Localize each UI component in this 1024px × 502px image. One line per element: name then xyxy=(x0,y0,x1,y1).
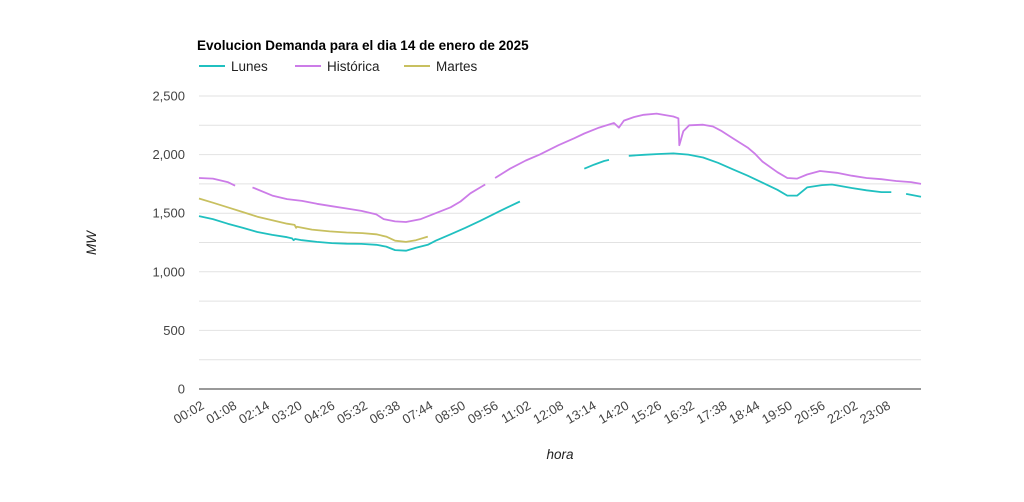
x-tick-label: 00:02 xyxy=(171,398,207,427)
x-tick-label: 23:08 xyxy=(857,398,893,427)
x-tick-label: 20:56 xyxy=(792,398,828,427)
x-tick-label: 12:08 xyxy=(530,398,566,427)
series-line-martes xyxy=(198,197,429,243)
grid-lines xyxy=(199,95,921,361)
y-axis-ticks: 0 500 1,000 1,500 2,000 2,500 xyxy=(152,89,185,397)
y-tick-label: 1,000 xyxy=(152,264,185,279)
chart-title: Evolucion Demanda para el dia 14 de ener… xyxy=(197,38,529,53)
x-tick-label: 16:32 xyxy=(661,398,697,427)
x-tick-label: 09:56 xyxy=(465,398,501,427)
x-tick-label: 22:02 xyxy=(824,398,860,427)
x-tick-label: 17:38 xyxy=(694,398,730,427)
x-tick-label: 03:20 xyxy=(269,398,305,427)
chart-legend: Lunes Histórica Martes xyxy=(199,59,478,74)
series-line-lunes xyxy=(583,159,610,170)
x-tick-label: 04:26 xyxy=(302,398,338,427)
series-line-hist-rica xyxy=(252,183,486,223)
series-line-lunes xyxy=(628,152,892,197)
x-tick-label: 05:32 xyxy=(334,398,370,427)
series-line-lunes xyxy=(198,200,521,252)
legend-label: Histórica xyxy=(327,59,380,74)
x-tick-label: 18:44 xyxy=(726,398,762,427)
x-axis-title: hora xyxy=(546,447,574,462)
y-axis-title: MW xyxy=(84,230,99,255)
x-tick-label: 13:14 xyxy=(563,398,599,427)
y-tick-label: 1,500 xyxy=(152,206,185,221)
series-line-hist-rica xyxy=(198,177,236,187)
x-tick-label: 19:50 xyxy=(759,398,795,427)
x-tick-label: 01:08 xyxy=(203,398,239,427)
legend-label: Lunes xyxy=(231,59,268,74)
x-axis-ticks: 00:0201:0802:1403:2004:2605:3206:3807:44… xyxy=(171,398,893,427)
x-tick-label: 08:50 xyxy=(432,398,468,427)
y-tick-label: 0 xyxy=(178,382,185,397)
y-tick-label: 500 xyxy=(163,323,185,338)
x-tick-label: 15:26 xyxy=(628,398,664,427)
y-tick-label: 2,500 xyxy=(152,89,185,104)
x-tick-label: 07:44 xyxy=(400,398,436,427)
y-tick-label: 2,000 xyxy=(152,147,185,162)
series-lines xyxy=(198,112,922,252)
series-line-hist-rica xyxy=(494,112,922,185)
x-tick-label: 11:02 xyxy=(498,398,533,427)
legend-label: Martes xyxy=(436,59,478,74)
x-tick-label: 14:20 xyxy=(596,398,632,427)
x-tick-label: 06:38 xyxy=(367,398,403,427)
series-line-lunes xyxy=(905,193,922,198)
x-tick-label: 02:14 xyxy=(236,398,272,427)
